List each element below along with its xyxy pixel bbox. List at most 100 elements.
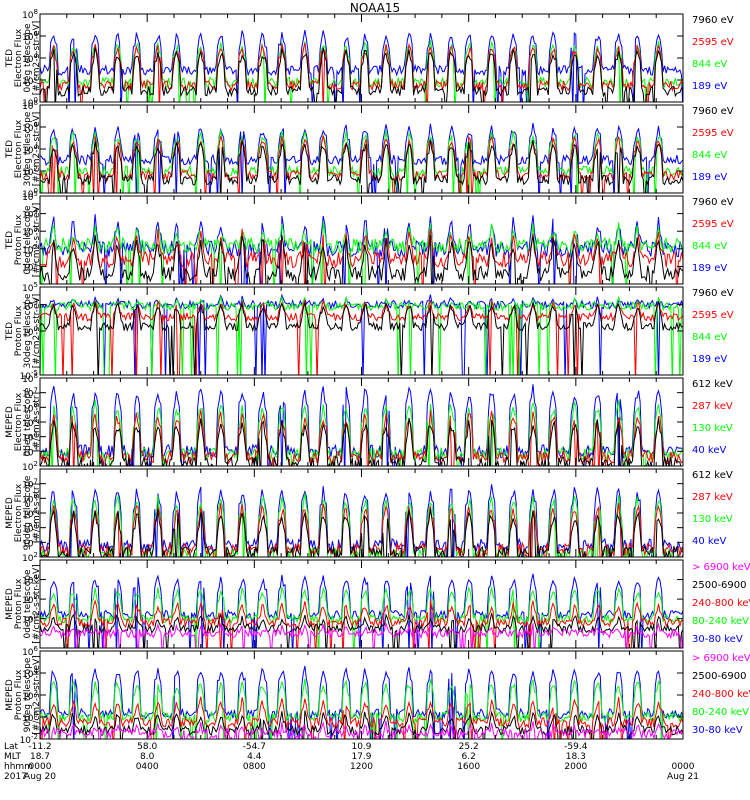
series-2595-ev [40,135,683,193]
legend-entry: 7960 eV [692,15,734,26]
legend-entry: 2595 eV [692,310,734,321]
legend-entry: 240-800 keV [692,598,750,609]
x-tick-label-lat: -59.4 [564,742,588,752]
x-row-label: 2017 [4,772,27,782]
series-240-800-kev [40,599,683,648]
x-row-label: hhmm [4,762,33,772]
series-844-ev [40,40,683,102]
y-tick-label: 102 [22,551,38,564]
y-axis-label: TEDElectron Flux30deg telescope[#/cm2-s-… [5,111,42,186]
series-844-ev [40,295,683,375]
series-2595-ev [40,298,683,375]
series-7960-ev [40,301,683,375]
x-tick-label-mlt: 18.3 [566,752,586,762]
series-189-ev [40,30,683,102]
legend-entry: 2595 eV [692,37,734,48]
x-row-label: Lat [4,742,19,752]
legend-entry: 30-80 keV [692,725,743,736]
series-240-800-kev [40,696,683,739]
series-844-ev [40,221,683,284]
legend-entry: 2595 eV [692,219,734,230]
legend-entry: > 6900 keV [692,653,750,664]
x-tick-label-date: Aug 21 [667,772,699,782]
legend-entry: 30-80 keV [692,634,743,645]
y-tick-label: 102 [22,460,38,473]
y-axis-label: TEDProton Flux0deg telescope[#/cm2-s-str… [5,203,42,278]
y-axis-label: MEPEDElectron Flux0deg telescope[#/cm2-s… [5,387,42,457]
legend-entry: 7960 eV [692,197,734,208]
series-2595-ev [40,228,683,284]
x-tick-label-hhmm: 1600 [457,762,480,772]
series-2500-6900 [40,612,683,648]
series-80-240-kev [40,585,683,648]
series-7960-ev [40,139,683,193]
legend-entry: 40 keV [692,536,726,547]
y-axis-label: MEPEDProton Flux0deg telescope[#/cm2-s-s… [5,564,42,643]
x-tick-label-date: Aug 20 [24,772,56,782]
x-tick-label-mlt: 8.0 [140,752,155,762]
x-tick-label-hhmm: 0000 [29,762,52,772]
legend-entry: 2500-6900 [692,580,747,591]
series-30-80-kev [40,665,683,739]
x-tick-label-mlt: 17.9 [351,752,371,762]
x-tick-label-mlt: 6.2 [462,752,476,762]
legend-entry: 844 eV [692,59,727,70]
legend-entry: 844 eV [692,332,727,343]
series-40-kev [40,484,683,557]
x-tick-label-lat: 25.2 [459,742,479,752]
chart-title: NOAA15 [350,1,400,15]
series-2595-ev [40,42,683,102]
legend-entry: 80-240 keV [692,707,749,718]
series--6900-kev [40,621,683,648]
y-axis-label: TEDProton Flux30deg telescope[#/cm2-s-st… [5,293,42,368]
x-tick-label-hhmm: 0400 [136,762,159,772]
y-axis-label: MEPEDElectron Flux90deg telescope[#/cm2-… [5,475,42,550]
legend-entry: 80-240 keV [692,616,749,627]
x-tick-label-lat: -54.7 [243,742,266,752]
legend-entry: 612 keV [692,379,733,390]
x-tick-label-hhmm: 0000 [672,762,695,772]
legend-entry: 287 keV [692,492,733,503]
legend-entry: 130 keV [692,423,733,434]
x-tick-label-hhmm: 0800 [243,762,266,772]
y-axis-label: MEPEDProton Flux90deg telescope[#/cm2-s-… [5,655,42,734]
y-axis-label: TEDElectron Flux0deg telescope[#/cm2-s-s… [5,21,42,96]
legend-entry: 189 eV [692,263,727,274]
series-40-kev [40,384,683,466]
x-tick-label-lat: -11.2 [28,742,51,752]
legend-entry: 844 eV [692,150,727,161]
x-tick-label-hhmm: 2000 [564,762,587,772]
legend-entry: > 6900 keV [692,562,750,573]
legend-entry: 40 keV [692,445,726,456]
legend-entry: 612 keV [692,470,733,481]
legend-entry: 2595 eV [692,128,734,139]
legend-entry: 130 keV [692,514,733,525]
x-tick-label-hhmm: 1200 [350,762,373,772]
legend-entry: 287 keV [692,401,733,412]
x-tick-label-lat: 10.9 [351,742,371,752]
y-tick-label: 105 [22,281,38,294]
legend-entry: 189 eV [692,172,727,183]
x-row-label: MLT [4,752,22,762]
x-tick-label-mlt: 4.4 [247,752,262,762]
legend-entry: 240-800 keV [692,689,750,700]
legend-entry: 189 eV [692,81,727,92]
legend-entry: 7960 eV [692,288,734,299]
series-130-kev [41,493,683,557]
series-30-80-kev [40,573,683,648]
x-tick-label-mlt: 18.7 [30,752,50,762]
series-80-240-kev [40,678,683,739]
y-tick-label: 108 [22,8,38,21]
x-tick-label-lat: 58.0 [137,742,157,752]
legend-entry: 7960 eV [692,106,734,117]
